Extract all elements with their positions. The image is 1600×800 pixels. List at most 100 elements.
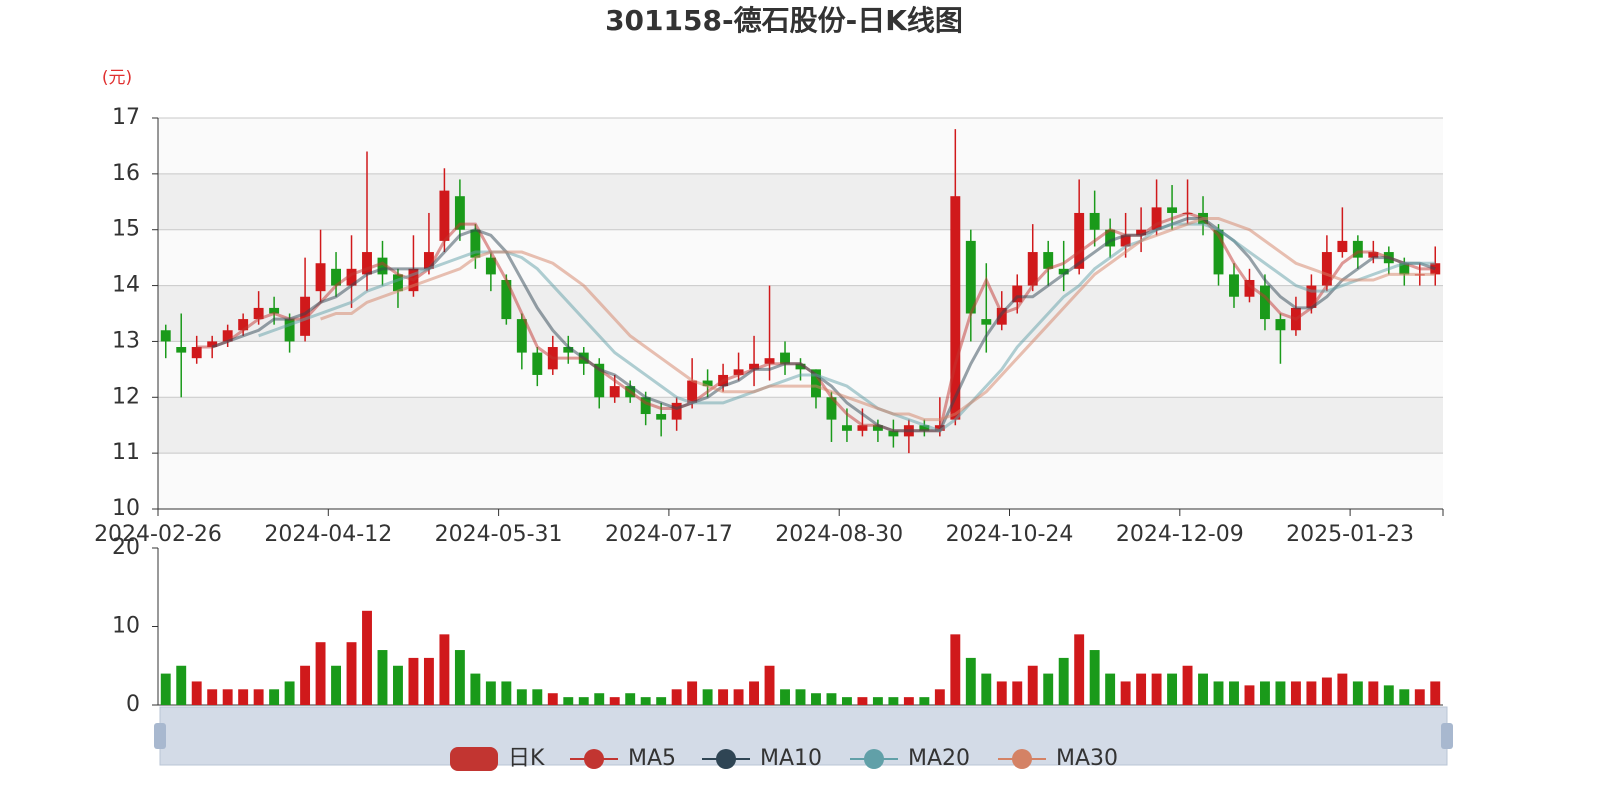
candle-body <box>563 347 574 353</box>
candle-body <box>331 268 341 286</box>
candle-body <box>1337 240 1348 253</box>
candle-body <box>516 319 527 353</box>
x-tick-label: 2024-12-09 <box>1116 522 1244 547</box>
zoom-handle[interactable] <box>154 723 166 749</box>
candle-body <box>609 386 620 398</box>
volume-bar <box>470 673 481 705</box>
volume-bar <box>1352 681 1363 705</box>
candle-body <box>965 240 976 314</box>
candle-body <box>269 307 280 314</box>
candle-body <box>1229 274 1239 297</box>
y-tick-label: 0 <box>126 692 140 717</box>
volume-bar <box>1290 681 1301 705</box>
x-tick-label: 2024-07-17 <box>605 522 733 547</box>
candle-body <box>640 397 651 415</box>
candle-body <box>284 319 295 342</box>
y-tick-label: 20 <box>112 535 140 560</box>
volume-bar <box>191 681 202 705</box>
volume-bar <box>841 697 852 705</box>
zoom-handle[interactable] <box>1441 723 1453 749</box>
volume-bar <box>408 657 419 705</box>
legend-item[interactable]: 日K <box>450 746 545 771</box>
volume-bar <box>516 689 527 705</box>
candle-body <box>1260 285 1270 320</box>
volume-bar <box>253 689 264 705</box>
candle-body <box>1306 285 1317 308</box>
candle-body <box>238 319 249 331</box>
volume-bar <box>671 689 682 705</box>
legend-item[interactable]: MA20 <box>850 746 970 771</box>
split-area <box>158 397 1443 454</box>
candle-body <box>671 402 682 420</box>
volume-bar <box>423 657 434 705</box>
split-area <box>158 118 1443 174</box>
candle-body <box>857 425 868 431</box>
volume-bar <box>1337 673 1348 705</box>
candle-body <box>656 414 667 420</box>
candle-body <box>454 196 465 230</box>
volume-bar <box>702 689 713 705</box>
y-tick-label: 15 <box>112 217 140 242</box>
volume-bar <box>1182 665 1193 705</box>
chart-title: 301158-德石股份-日K线图 <box>605 4 963 37</box>
data-zoom[interactable] <box>154 706 1453 766</box>
volume-bar <box>919 697 930 705</box>
volume-bar <box>718 689 729 705</box>
legend-icon <box>864 749 884 769</box>
zoom-window[interactable] <box>159 706 1448 766</box>
candle-body <box>1151 207 1162 230</box>
legend-icon <box>450 747 498 771</box>
volume-bar <box>857 697 868 705</box>
candle-body <box>1213 229 1224 275</box>
volume-bar <box>934 689 945 705</box>
volume-bar <box>1229 681 1239 705</box>
candle-body <box>764 358 775 364</box>
volume-bar <box>284 681 295 705</box>
volume-bar <box>362 610 372 705</box>
candle-body <box>222 330 233 342</box>
volume-bar <box>1151 673 1162 705</box>
candle-body <box>996 307 1007 325</box>
candle-body <box>872 425 883 431</box>
legend-item[interactable]: MA30 <box>998 746 1118 771</box>
candle-body <box>594 363 605 398</box>
candle-body <box>1058 268 1069 275</box>
candle-body <box>191 347 202 359</box>
candle-body <box>1105 229 1116 247</box>
volume-bar <box>965 657 976 705</box>
split-area <box>158 453 1443 509</box>
volume-bar <box>315 642 326 705</box>
volume-bar <box>1368 681 1379 705</box>
candle-body <box>733 369 744 375</box>
candle-body <box>207 341 218 348</box>
legend-item[interactable]: MA5 <box>570 746 676 771</box>
volume-bar <box>532 689 543 705</box>
candle-body <box>176 347 187 353</box>
candle-body <box>1244 279 1255 297</box>
volume-bar <box>640 697 651 705</box>
y-tick-label: 10 <box>112 614 140 639</box>
candle-body <box>702 380 713 387</box>
legend-label: MA20 <box>908 746 970 771</box>
volume-bar <box>594 693 605 705</box>
legend-label: MA10 <box>760 746 822 771</box>
volume-bar <box>1306 681 1317 705</box>
volume-bar <box>1058 657 1069 705</box>
y-tick-label: 16 <box>112 161 140 186</box>
candle-body <box>826 397 837 420</box>
legend-item[interactable]: MA10 <box>702 746 822 771</box>
volume-bar <box>1414 689 1425 705</box>
volume-bar <box>609 697 620 705</box>
candle-body <box>362 252 372 275</box>
candle-body <box>501 279 512 320</box>
candle-body <box>300 296 311 336</box>
candle-body <box>1012 285 1023 303</box>
volume-bar <box>331 665 341 705</box>
candle-body <box>1321 252 1332 286</box>
candle-body <box>1074 212 1085 269</box>
candle-body <box>795 363 806 370</box>
legend-label: 日K <box>508 746 545 771</box>
volume-bar <box>1089 650 1100 705</box>
volume-bar <box>1213 681 1224 705</box>
